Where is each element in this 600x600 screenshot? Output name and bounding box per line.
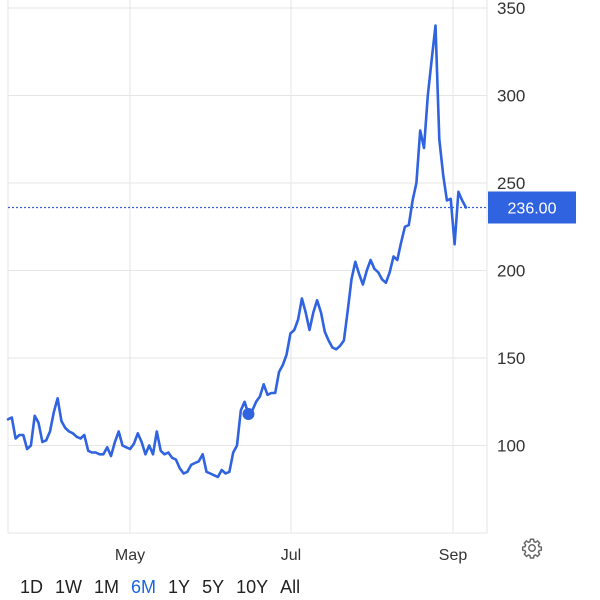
gear-icon[interactable] [521,537,543,559]
range-selector: 1D 1W 1M 6M 1Y 5Y 10Y All [14,576,306,598]
x-axis-ticks: May Jul Sep [115,547,467,564]
y-axis-ticks: 100 150 200 250 300 350 [497,0,525,456]
y-tick-label: 100 [497,437,525,456]
range-button-1y[interactable]: 1Y [168,577,191,597]
y-tick-label: 300 [497,87,525,106]
range-button-1d[interactable]: 1D [20,577,44,597]
range-button-5y[interactable]: 5Y [202,577,225,597]
current-price-text: 236.00 [508,201,557,218]
x-tick-label: Sep [439,547,468,564]
highlight-marker [242,408,255,420]
range-button-1w[interactable]: 1W [55,577,83,597]
range-button-all[interactable]: All [280,577,301,597]
chart-gridlines [7,0,488,534]
y-tick-label: 150 [497,349,525,368]
current-price-label: 236.00 [488,191,576,224]
range-button-10y[interactable]: 10Y [236,577,269,597]
range-button-6m[interactable]: 6M [131,577,157,597]
price-series-line [6,24,468,479]
y-tick-label: 350 [497,0,525,18]
y-tick-label: 200 [497,262,525,281]
current-price-badge [488,191,576,224]
x-tick-label: Jul [281,547,301,564]
x-tick-label: May [115,547,145,564]
range-button-1m[interactable]: 1M [94,577,120,597]
y-tick-label: 250 [497,174,525,193]
